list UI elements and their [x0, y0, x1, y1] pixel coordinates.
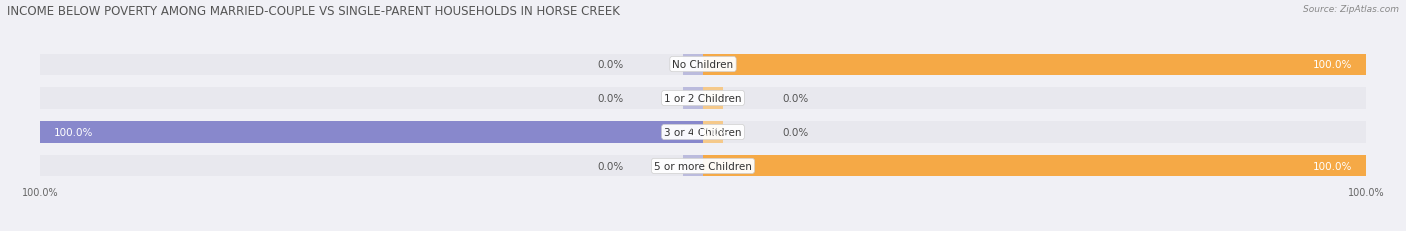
Text: INCOME BELOW POVERTY AMONG MARRIED-COUPLE VS SINGLE-PARENT HOUSEHOLDS IN HORSE C: INCOME BELOW POVERTY AMONG MARRIED-COUPL…	[7, 5, 620, 18]
Text: Source: ZipAtlas.com: Source: ZipAtlas.com	[1303, 5, 1399, 14]
Text: No Children: No Children	[672, 60, 734, 70]
Text: 100.0%: 100.0%	[53, 128, 93, 137]
Bar	[703, 54, 1365, 75]
Text: 3 or 4 Children: 3 or 4 Children	[664, 128, 742, 137]
Text: 0.0%: 0.0%	[783, 94, 808, 103]
Text: 5 or more Children: 5 or more Children	[654, 161, 752, 171]
Bar	[41, 122, 703, 143]
Bar	[683, 88, 703, 109]
Text: 0.0%: 0.0%	[598, 94, 623, 103]
Bar	[41, 88, 703, 109]
Bar	[703, 156, 1365, 177]
Bar	[703, 88, 1365, 109]
Text: 100.0%: 100.0%	[690, 128, 730, 137]
Text: 1 or 2 Children: 1 or 2 Children	[664, 94, 742, 103]
Bar	[683, 54, 703, 75]
Text: 0.0%: 0.0%	[783, 128, 808, 137]
Bar	[41, 156, 703, 177]
Bar	[41, 54, 703, 75]
Bar	[703, 88, 723, 109]
Text: 100.0%: 100.0%	[1313, 161, 1353, 171]
Text: 0.0%: 0.0%	[598, 161, 623, 171]
Bar	[703, 122, 1365, 143]
Bar	[703, 122, 723, 143]
Bar	[683, 156, 703, 177]
Bar	[703, 54, 1365, 75]
Bar	[703, 156, 1365, 177]
Bar	[41, 122, 703, 143]
Text: 0.0%: 0.0%	[598, 60, 623, 70]
Text: 100.0%: 100.0%	[1313, 60, 1353, 70]
